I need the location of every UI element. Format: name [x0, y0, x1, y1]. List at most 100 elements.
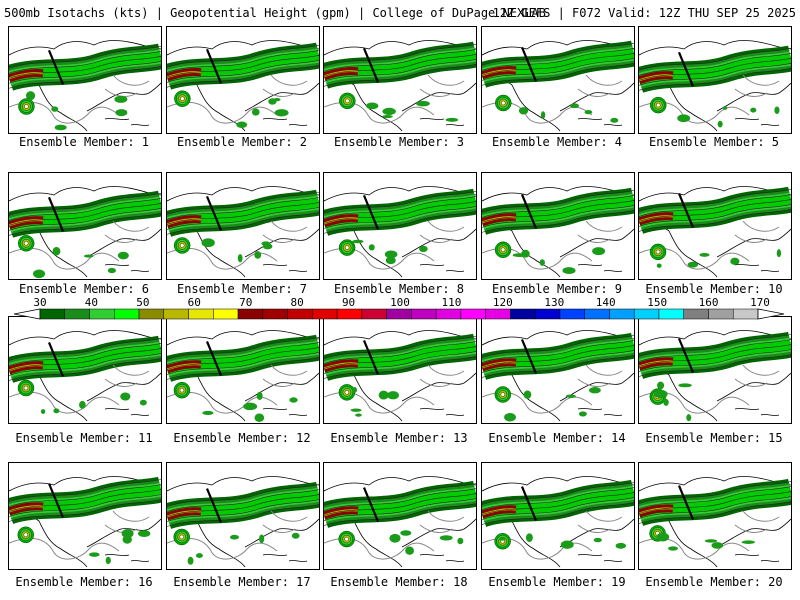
ensemble-member-map — [638, 172, 792, 280]
wind-speed-patch — [668, 546, 679, 551]
map-canvas — [482, 330, 634, 422]
wind-speed-patch — [382, 107, 396, 116]
colorbar-swatch — [732, 308, 759, 320]
map-canvas — [9, 40, 161, 132]
member-caption: Ensemble Member: 6 — [18, 282, 150, 296]
ensemble-member-map — [166, 462, 320, 570]
wind-speed-patch — [25, 91, 36, 101]
wind-speed-patch — [400, 530, 412, 536]
wind-speed-patch — [711, 542, 724, 549]
map-canvas — [482, 186, 634, 278]
wind-speed-patch — [368, 244, 375, 251]
member-caption: Ensemble Member: 15 — [645, 431, 783, 445]
tropical-cyclone-wind-rings — [338, 239, 356, 256]
colorbar-swatch — [708, 308, 734, 320]
colorbar-tick-label: 40 — [84, 296, 99, 309]
ensemble-member-map — [323, 26, 477, 134]
tropical-cyclone-wind-rings — [338, 384, 356, 401]
ensemble-member-map — [323, 316, 477, 424]
member-caption: Ensemble Member: 11 — [15, 431, 153, 445]
jet-stream-isotachs — [324, 41, 476, 89]
wind-speed-patch — [387, 391, 399, 400]
height-contours — [167, 220, 308, 270]
wind-speed-patch — [699, 252, 710, 257]
member-caption: Ensemble Member: 7 — [176, 282, 308, 296]
colorbar-tick-label: 50 — [136, 296, 150, 309]
tropical-cyclone-wind-rings — [339, 92, 356, 110]
colorbar-swatch — [460, 308, 486, 320]
ensemble-member-map — [638, 316, 792, 424]
jet-stream-isotachs — [167, 189, 319, 237]
wind-speed-patch — [615, 542, 627, 549]
ensemble-member-map — [481, 172, 635, 280]
wind-speed-patch — [256, 391, 263, 400]
height-contours — [9, 364, 150, 414]
wind-speed-patch — [237, 254, 243, 263]
wind-speed-patch — [378, 390, 389, 400]
wind-speed-patch — [704, 539, 718, 543]
tropical-cyclone-wind-rings — [494, 532, 511, 550]
colorbar-tick-label: 60 — [187, 296, 201, 309]
tropical-cyclone-wind-rings — [173, 528, 190, 546]
wind-speed-patch — [416, 100, 430, 107]
wind-speed-patch — [274, 109, 289, 117]
member-caption: Ensemble Member: 16 — [15, 575, 153, 589]
wind-speed-patch — [120, 392, 131, 401]
jet-stream-isotachs — [324, 188, 476, 236]
jet-stream-isotachs — [324, 333, 476, 381]
jet-stream-isotachs — [167, 334, 319, 382]
height-contours — [9, 220, 150, 270]
wind-speed-patch — [53, 408, 60, 414]
wind-speed-patch — [562, 267, 576, 275]
map-canvas — [639, 476, 791, 568]
colorbar-swatch — [262, 308, 288, 320]
member-caption: Ensemble Member: 14 — [488, 431, 626, 445]
wind-speed-patch — [717, 120, 723, 128]
ensemble-member-map — [638, 26, 792, 134]
jet-stream-isotachs — [482, 187, 634, 235]
jet-stream-isotachs — [9, 190, 161, 238]
wind-speed-patch — [52, 247, 61, 256]
map-canvas — [324, 476, 476, 568]
map-canvas — [639, 40, 791, 132]
wind-speed-patch — [539, 259, 545, 266]
tropical-cyclone-wind-rings — [494, 386, 512, 403]
colorbar-tick-label: 140 — [595, 296, 616, 309]
colorbar-tick-label: 100 — [390, 296, 410, 309]
ensemble-member-map — [638, 462, 792, 570]
wind-speed-patch — [83, 254, 94, 258]
wind-speed-patch — [560, 540, 574, 549]
colorbar-tick-label: 80 — [290, 296, 304, 309]
map-canvas — [482, 476, 634, 568]
wind-speed-patch — [518, 107, 529, 115]
tropical-cyclone-wind-rings — [17, 235, 35, 252]
wind-speed-patch — [139, 399, 147, 406]
colorbar-swatch — [361, 308, 387, 320]
member-caption: Ensemble Member: 3 — [333, 135, 465, 149]
wind-speed-patch — [121, 529, 134, 538]
wind-speed-patch — [229, 534, 239, 540]
tropical-cyclone-wind-rings — [495, 94, 512, 112]
colorbar-swatch — [386, 308, 412, 320]
tropical-cyclone-wind-rings — [17, 379, 35, 397]
jet-stream-isotachs — [482, 479, 634, 528]
wind-speed-patch — [114, 95, 128, 103]
colorbar-swatch — [411, 308, 437, 320]
member-caption: Ensemble Member: 4 — [491, 135, 623, 149]
colorbar-tick-label: 170 — [750, 296, 770, 309]
colorbar-swatch — [39, 308, 66, 320]
jet-stream-isotachs — [482, 40, 634, 88]
wind-speed-patch — [79, 400, 86, 409]
wind-speed-patch — [236, 121, 248, 129]
ensemble-member-map — [323, 462, 477, 570]
wind-speed-patch — [730, 257, 740, 266]
colorbar-swatch — [633, 308, 660, 320]
colorbar-swatch — [287, 308, 313, 320]
wind-speed-patch — [439, 535, 453, 541]
colorbar-swatch — [534, 308, 561, 320]
map-canvas — [324, 186, 476, 278]
member-caption: Ensemble Member: 1 — [18, 135, 150, 149]
ensemble-member-map — [166, 26, 320, 134]
wind-speed-patch — [195, 553, 203, 558]
map-header: 500mb Isotachs (kts) | Geopotential Heig… — [4, 3, 796, 23]
